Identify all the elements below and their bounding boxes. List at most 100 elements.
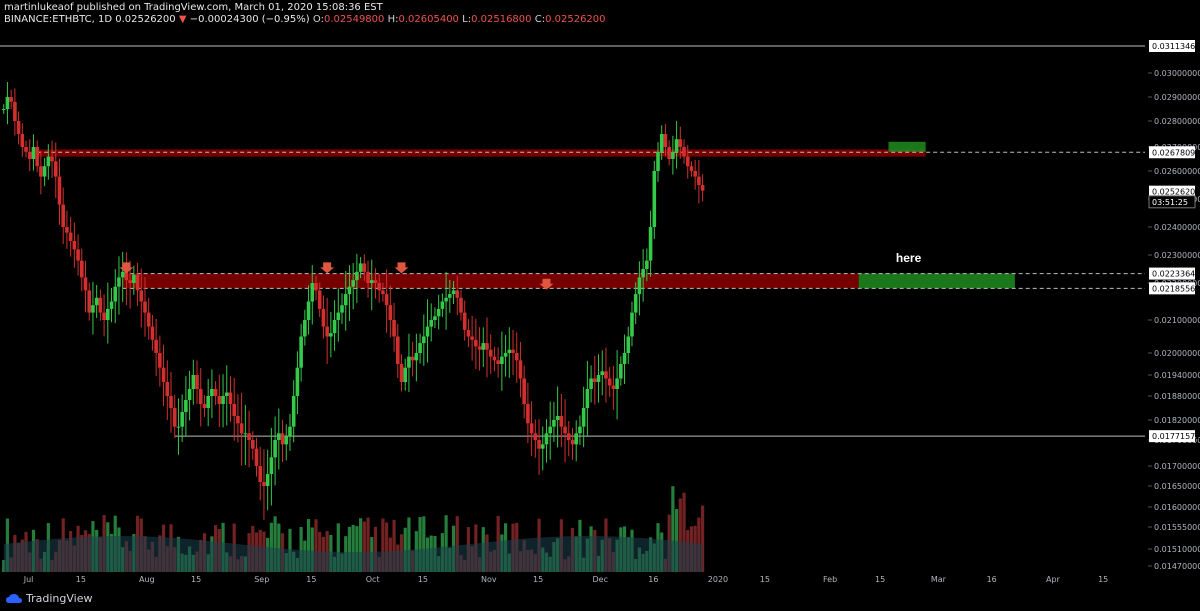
candle-body xyxy=(299,336,303,368)
volume-bar xyxy=(336,523,340,572)
candle-body xyxy=(529,423,534,434)
volume-bar xyxy=(269,522,273,572)
candle-body xyxy=(433,316,437,320)
y-tick-label: 0.02100000 xyxy=(1154,316,1200,325)
candle-body xyxy=(656,151,660,171)
candle-body xyxy=(470,336,474,340)
y-tick-label: 0.01555000 xyxy=(1154,523,1200,532)
candle-body xyxy=(165,382,170,396)
candle-body xyxy=(633,294,638,313)
candle-body xyxy=(9,97,13,102)
x-tick-label: Mar xyxy=(931,575,947,584)
publisher-text: martinlukeaof published on TradingView.c… xyxy=(4,2,383,13)
candle-body xyxy=(585,389,590,408)
candle-body xyxy=(243,433,248,435)
candle-body xyxy=(106,308,110,320)
candle-body xyxy=(306,301,311,320)
candle-body xyxy=(128,280,132,283)
candle-body xyxy=(213,389,218,396)
y-tick-label: 0.02900000 xyxy=(1154,93,1200,102)
volume-bar xyxy=(701,505,705,572)
y-tick-label: 0.01700000 xyxy=(1154,462,1200,471)
candle-body xyxy=(317,290,322,309)
candle-body xyxy=(206,396,210,408)
candle-body xyxy=(485,343,489,350)
candle-body xyxy=(343,294,348,306)
candle-body xyxy=(548,426,552,434)
candle-body xyxy=(615,378,619,389)
candle-body xyxy=(221,396,225,404)
candle-body xyxy=(570,440,575,445)
candle-body xyxy=(79,260,84,278)
candle-body xyxy=(65,227,69,233)
candle-body xyxy=(462,312,467,330)
candle-body xyxy=(459,297,463,313)
candle-body xyxy=(596,375,601,382)
price-chart[interactable]: here0.030000000.029000000.028000000.0270… xyxy=(0,0,1200,588)
candle-body xyxy=(555,416,560,420)
candle-body xyxy=(150,326,155,340)
symbol-label[interactable]: BINANCE:ETHBTC, 1D xyxy=(4,14,113,25)
y-tick-label: 0.03000000 xyxy=(1154,69,1200,78)
candle-body xyxy=(682,147,686,157)
price-label-box xyxy=(1149,430,1195,443)
x-tick-label: 15 xyxy=(306,575,316,584)
candle-body xyxy=(607,378,612,386)
candle-body xyxy=(667,147,671,159)
x-tick-label: Sep xyxy=(254,575,269,584)
candle-body xyxy=(440,301,445,309)
candle-body xyxy=(552,420,556,427)
candle-body xyxy=(46,156,51,167)
candle-body xyxy=(184,400,188,412)
price-label-text: 0.02233647 xyxy=(1152,270,1200,279)
candle-body xyxy=(16,121,21,134)
high-label: H: xyxy=(387,14,399,25)
candle-body xyxy=(540,444,545,449)
candle-body xyxy=(407,356,411,368)
candle-body xyxy=(410,356,415,361)
candle-body xyxy=(5,97,10,109)
candle-body xyxy=(27,151,32,159)
candle-body xyxy=(507,349,512,353)
candle-body xyxy=(135,274,140,291)
candle-body xyxy=(98,297,103,313)
candle-body xyxy=(269,457,274,474)
volume-bar xyxy=(355,526,359,572)
candle-body xyxy=(559,416,564,427)
open-label: O: xyxy=(312,14,324,25)
price-label-box xyxy=(1148,195,1196,209)
candle-body xyxy=(693,171,697,177)
candle-body xyxy=(619,364,623,379)
candle-body xyxy=(622,353,627,364)
volume-bar xyxy=(277,523,281,572)
candle-body xyxy=(518,360,523,379)
y-tick-label: 0.01880000 xyxy=(1154,392,1200,401)
candle-body xyxy=(236,416,240,424)
x-tick-label: 15 xyxy=(1098,575,1108,584)
candle-body xyxy=(526,404,530,424)
high-value: 0.02605400 xyxy=(398,14,459,25)
candle-body xyxy=(381,290,385,295)
candle-body xyxy=(87,290,92,313)
candle-body xyxy=(351,280,355,287)
candle-body xyxy=(277,433,281,440)
volume-bar xyxy=(299,526,303,572)
candle-body xyxy=(198,389,203,404)
candle-body xyxy=(355,271,359,281)
volume-bar xyxy=(362,521,366,572)
x-tick-label: Oct xyxy=(366,575,380,584)
candle-body xyxy=(388,305,393,320)
candle-body xyxy=(514,353,519,361)
candle-body xyxy=(600,371,605,375)
candle-body xyxy=(109,301,114,309)
candle-body xyxy=(102,312,106,320)
candle-body xyxy=(492,356,497,361)
candle-body xyxy=(578,426,582,434)
candle-body xyxy=(697,176,701,185)
candle-body xyxy=(511,349,515,353)
candle-body xyxy=(384,294,389,306)
tradingview-brand[interactable]: TradingView xyxy=(6,592,92,605)
candle-body xyxy=(377,283,381,291)
y-tick-label: 0.01940000 xyxy=(1154,371,1200,380)
candle-body xyxy=(57,176,62,205)
